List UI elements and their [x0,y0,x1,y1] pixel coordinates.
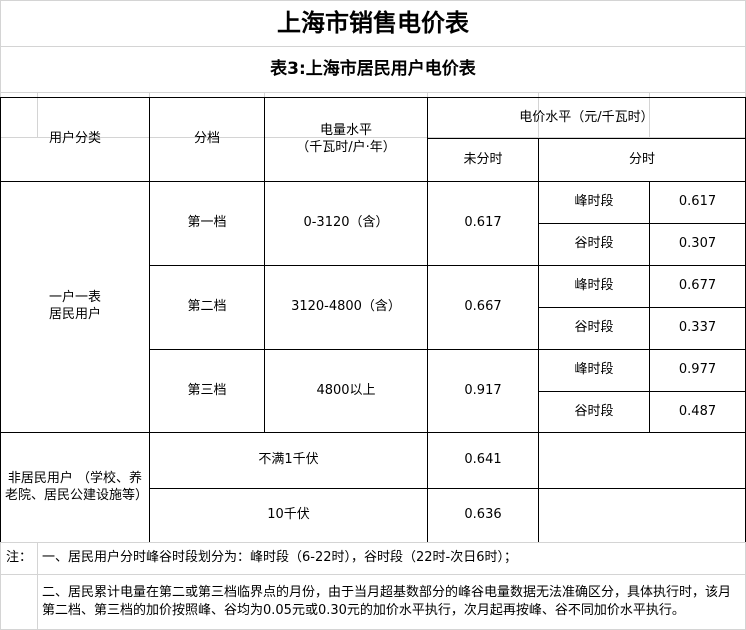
tier-name: 第三档 [149,349,265,433]
table-subtitle: 表3:上海市居民用户电价表 [0,46,746,93]
voltage-level: 10千伏 [149,488,428,543]
residential-category: 一户一表 居民用户 [0,181,150,433]
tier-name: 第一档 [149,181,265,266]
empty-cell [538,488,746,543]
header-usage-unit: （千瓦时/户·年） [296,139,396,155]
header-category: 用户分类 [0,97,150,182]
header-usage-label: 电量水平 [319,122,372,138]
tier-flat-price: 0.917 [427,349,539,433]
empty-cell [538,432,746,489]
header-flat: 未分时 [427,138,539,182]
note-item: 一、居民用户分时峰谷时段划分为：峰时段（6-22时），谷时段（22时-次日6时）… [37,542,746,575]
valley-price: 0.337 [649,307,746,350]
peak-label: 峰时段 [538,181,650,224]
tier-flat-price: 0.617 [427,181,539,266]
tier-flat-price: 0.667 [427,265,539,350]
page-title: 上海市销售电价表 [0,0,746,47]
header-usage: 电量水平 （千瓦时/户·年） [264,97,428,182]
tier-range: 4800以上 [264,349,428,433]
tier-range: 0-3120（含） [264,181,428,266]
valley-label: 谷时段 [538,307,650,350]
header-price-level: 电价水平（元/千瓦时） [427,97,746,139]
non-residential-category: 非居民用户 （学校、养老院、居民公建设施等） [0,432,150,543]
tier-range: 3120-4800（含） [264,265,428,350]
peak-price: 0.977 [649,349,746,392]
valley-label: 谷时段 [538,391,650,433]
non-res-flat-price: 0.641 [427,432,539,489]
header-tou: 分时 [538,138,746,182]
valley-price: 0.307 [649,223,746,266]
blank-cell [0,574,38,630]
non-res-flat-price: 0.636 [427,488,539,543]
peak-label: 峰时段 [538,265,650,308]
note-item: 二、居民累计电量在第二或第三档临界点的月份，由于当月超基数部分的峰谷电量数据无法… [37,574,746,630]
peak-price: 0.617 [649,181,746,224]
notes-label: 注： [0,542,38,575]
voltage-level: 不满1千伏 [149,432,428,489]
tier-name: 第二档 [149,265,265,350]
header-tier: 分档 [149,97,265,182]
peak-price: 0.677 [649,265,746,308]
peak-label: 峰时段 [538,349,650,392]
valley-price: 0.487 [649,391,746,433]
valley-label: 谷时段 [538,223,650,266]
